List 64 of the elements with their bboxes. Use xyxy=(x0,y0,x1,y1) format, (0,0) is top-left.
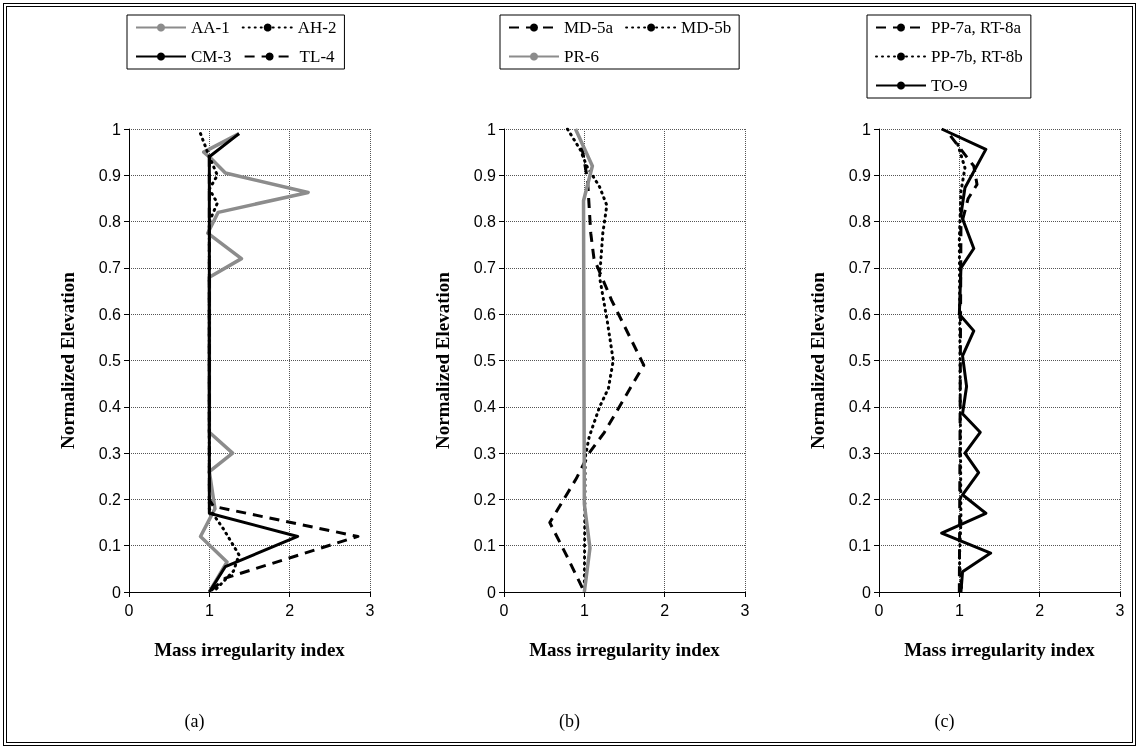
x-tick-label: 1 xyxy=(954,601,964,619)
legend-label: PP-7b, RT-8b xyxy=(931,47,1023,66)
y-tick-label: 1 xyxy=(862,120,872,138)
y-tick-label: 0.2 xyxy=(98,490,122,508)
y-tick-label: 0.5 xyxy=(473,352,497,369)
x-tick-label: 1 xyxy=(204,601,214,619)
y-tick-label: 1 xyxy=(112,120,122,138)
legend-label: AH-2 xyxy=(297,18,337,37)
y-tick-label: 0.8 xyxy=(848,213,872,231)
y-tick-label: 0 xyxy=(112,583,122,601)
legend-label: MD-5b xyxy=(681,18,732,37)
x-tick-label: 2 xyxy=(660,601,670,619)
y-tick-label: 0.9 xyxy=(473,166,497,184)
y-tick-label: 0.4 xyxy=(848,398,872,416)
legend-label: TL-4 xyxy=(299,47,336,66)
x-axis-title: Mass irregularity index xyxy=(154,639,346,660)
legend-label: MD-5a xyxy=(564,18,614,37)
text: (a) xyxy=(184,711,205,732)
legend-label: TO-9 xyxy=(931,76,968,95)
legend-label: AA-1 xyxy=(191,18,230,37)
y-tick-label: 0.9 xyxy=(98,166,122,184)
y-tick-label: 0.8 xyxy=(473,213,497,231)
y-tick-label: 0.8 xyxy=(98,213,122,231)
y-tick-label: 0.6 xyxy=(848,305,872,323)
y-tick-label: 0.5 xyxy=(848,352,872,369)
y-tick-label: 0 xyxy=(862,583,872,601)
y-tick-label: 0.6 xyxy=(98,305,122,323)
legend-label: PR-6 xyxy=(564,47,599,66)
y-tick-label: 0.6 xyxy=(473,305,497,323)
y-axis-title: Normalized Elevation xyxy=(807,271,828,449)
y-tick-label: 0.3 xyxy=(473,444,497,462)
text: (b) xyxy=(559,711,581,732)
y-tick-label: 0.7 xyxy=(473,259,497,277)
y-tick-label: 0.1 xyxy=(848,537,872,555)
text: (c) xyxy=(934,711,955,732)
y-axis-title: Normalized Elevation xyxy=(432,271,453,449)
x-tick-label: 3 xyxy=(1115,601,1125,619)
y-tick-label: 0.3 xyxy=(98,444,122,462)
y-tick-label: 0.5 xyxy=(98,352,122,369)
x-tick-label: 2 xyxy=(285,601,295,619)
legend-label: CM-3 xyxy=(191,47,232,66)
x-tick-label: 3 xyxy=(365,601,375,619)
x-axis-title: Mass irregularity index xyxy=(529,639,721,660)
x-tick-label: 1 xyxy=(579,601,589,619)
x-tick-label: 2 xyxy=(1035,601,1045,619)
y-tick-label: 0.1 xyxy=(473,537,497,555)
legend-label: PP-7a, RT-8a xyxy=(931,18,1022,37)
x-tick-label: 0 xyxy=(124,601,134,619)
x-tick-label: 0 xyxy=(874,601,884,619)
y-tick-label: 0.3 xyxy=(848,444,872,462)
y-tick-label: 0.9 xyxy=(848,166,872,184)
y-tick-label: 0.1 xyxy=(98,537,122,555)
y-axis-title: Normalized Elevation xyxy=(57,271,78,449)
x-axis-title: Mass irregularity index xyxy=(904,639,1096,660)
y-tick-label: 0 xyxy=(487,583,497,601)
y-tick-label: 1 xyxy=(487,120,497,138)
y-tick-label: 0.4 xyxy=(98,398,122,416)
y-tick-label: 0.2 xyxy=(848,490,872,508)
x-tick-label: 3 xyxy=(740,601,750,619)
y-tick-label: 0.4 xyxy=(473,398,497,416)
y-tick-label: 0.7 xyxy=(848,259,872,277)
y-tick-label: 0.7 xyxy=(98,259,122,277)
y-tick-label: 0.2 xyxy=(473,490,497,508)
x-tick-label: 0 xyxy=(499,601,509,619)
